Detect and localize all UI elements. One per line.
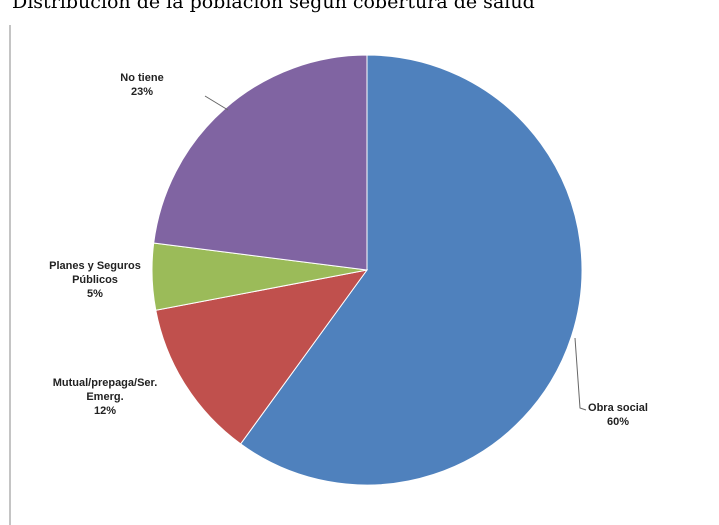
leader-line [574, 337, 587, 411]
slice-name: No tiene [120, 72, 164, 84]
slice-label: Planes y Seguros Públicos 5% [35, 259, 155, 301]
leader-line [204, 95, 229, 111]
pie-slice [153, 54, 368, 271]
pie-slice [155, 269, 369, 445]
slice-label: Mutual/prepaga/Ser. Emerg. 12% [35, 376, 175, 418]
slice-label: No tiene 23% [102, 71, 182, 99]
slice-value: 60% [606, 416, 630, 428]
chart-title: Distribución de la población según cober… [12, 0, 535, 13]
slice-value: 5% [87, 288, 103, 300]
slice-name: Mutual/prepaga/Ser. Emerg. [52, 377, 158, 403]
slice-value: 12% [93, 405, 117, 417]
slice-name: Planes y Seguros Públicos [49, 260, 141, 286]
slice-label: Obra social 60% [583, 401, 653, 429]
pie-slice [239, 54, 583, 486]
slice-value: 23% [130, 86, 154, 98]
slice-name: Obra social [588, 402, 648, 414]
